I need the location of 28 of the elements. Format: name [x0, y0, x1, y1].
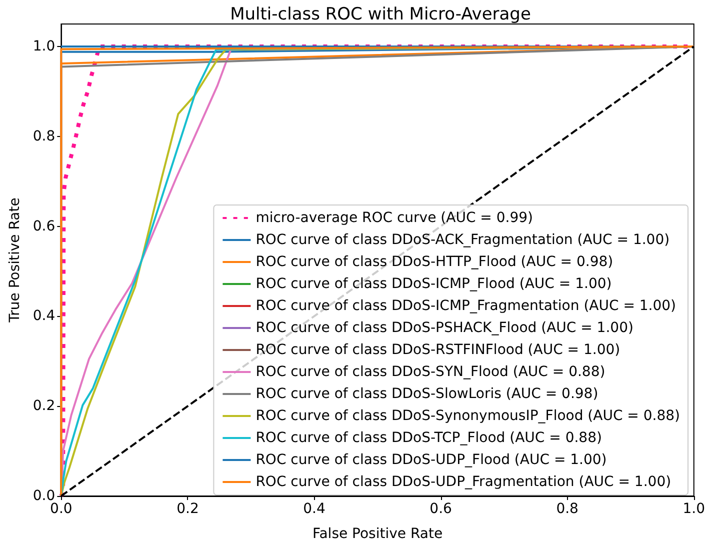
legend-label: ROC curve of class DDoS-UDP_Fragmentation (AUC = 1.00) [256, 474, 672, 490]
x-tick-label: 0.6 [430, 501, 452, 517]
y-tick-label: 0.0 [32, 488, 56, 504]
legend-label: ROC curve of class DDoS-PSHACK_Flood (AUC = 1.00) [256, 320, 634, 336]
legend-label: ROC curve of class DDoS-TCP_Flood (AUC = 0.88) [256, 430, 602, 446]
legend-label: ROC curve of class DDoS-ACK_Fragmentation (AUC = 1.00) [256, 232, 670, 248]
x-axis-title: False Positive Rate [312, 526, 443, 542]
legend-label: ROC curve of class DDoS-ICMP_Flood (AUC = 1.00) [256, 276, 612, 292]
y-tick-label: 0.2 [32, 398, 56, 414]
y-axis-title: True Positive Rate [7, 198, 23, 324]
x-tick-label: 0.2 [176, 501, 199, 517]
y-tick-label: 0.4 [32, 308, 56, 324]
chart-title: Multi-class ROC with Micro-Average [230, 4, 531, 24]
legend-label: ROC curve of class DDoS-SlowLoris (AUC = 0.98) [256, 386, 598, 402]
legend-label: ROC curve of class DDoS-UDP_Flood (AUC = 1.00) [256, 452, 607, 468]
legend-label: ROC curve of class DDoS-SynonymousIP_Flood (AUC = 0.88) [256, 408, 680, 424]
x-tick-label: 0.8 [556, 501, 578, 517]
legend-label: ROC curve of class DDoS-RSTFINFlood (AUC = 1.00) [256, 342, 620, 358]
x-tick-label: 0.4 [303, 501, 326, 517]
y-tick-label: 0.6 [32, 218, 56, 234]
legend-label: micro-average ROC curve (AUC = 0.99) [256, 210, 533, 226]
x-tick-label: 1.0 [682, 501, 705, 517]
y-tick-label: 0.8 [32, 128, 56, 144]
y-tick-label: 1.0 [32, 38, 56, 54]
legend-label: ROC curve of class DDoS-ICMP_Fragmentation (AUC = 1.00) [256, 298, 676, 314]
legend-label: ROC curve of class DDoS-HTTP_Flood (AUC = 0.98) [256, 254, 614, 270]
legend-label: ROC curve of class DDoS-SYN_Flood (AUC = 0.88) [256, 364, 606, 380]
x-tick-label: 0.0 [50, 501, 72, 517]
